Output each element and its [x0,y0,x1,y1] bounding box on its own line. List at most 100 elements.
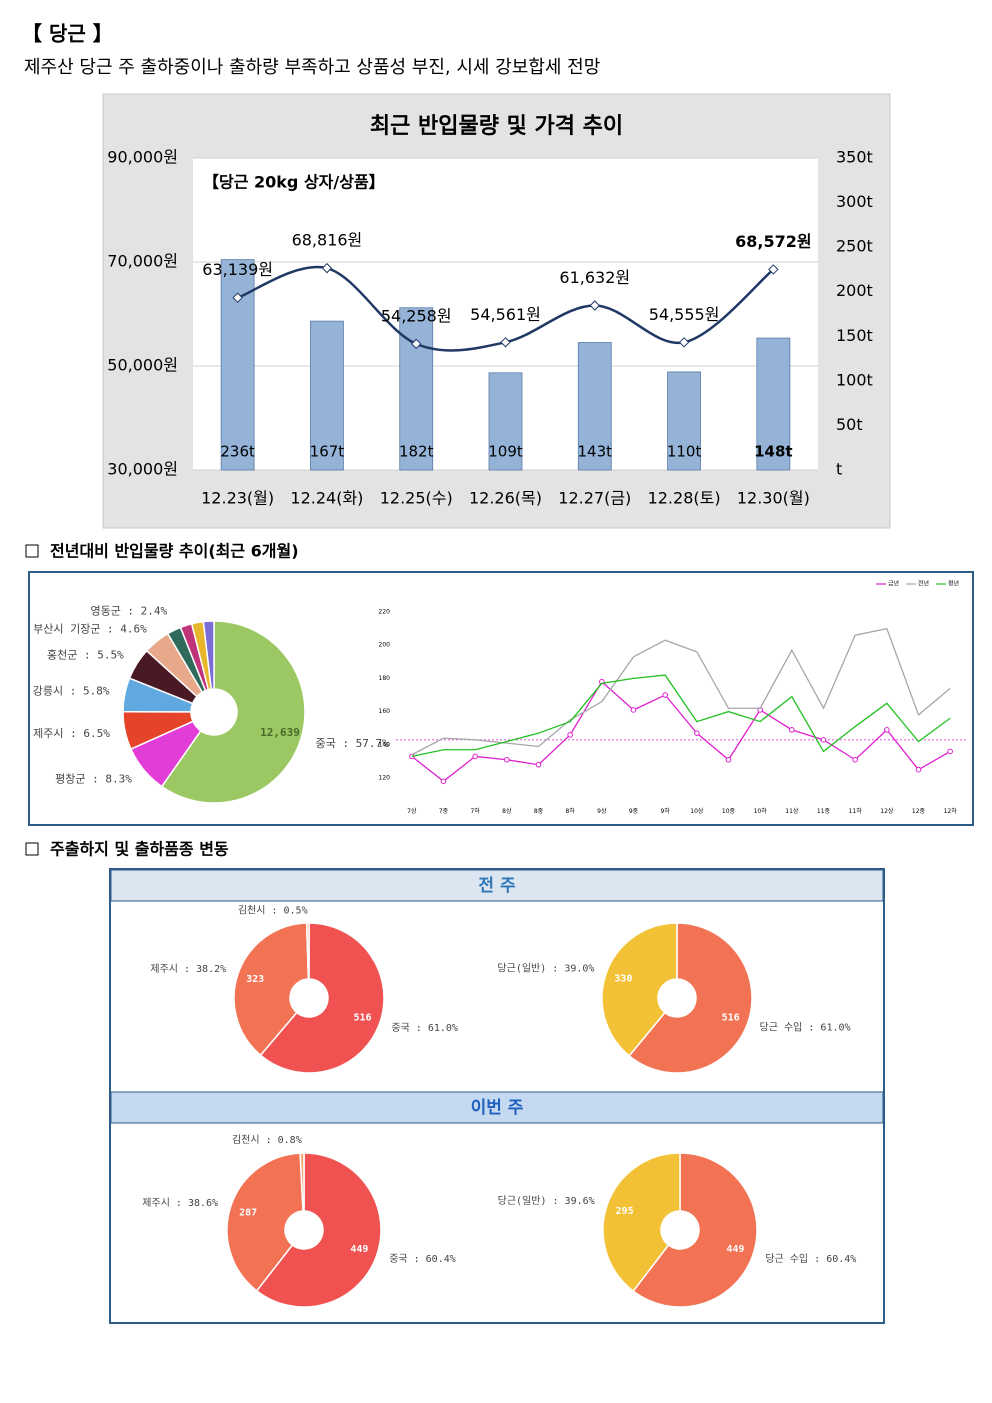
series-line [411,680,951,783]
bar [577,342,612,471]
series-marker [820,737,827,743]
x-tick-label: 8상 [502,807,512,815]
x-tick-label: 11중 [817,808,831,815]
donut-slice [299,1152,305,1212]
slice-inner-label: 516 [722,1012,740,1023]
slice-label: 김천시 : 0.5% [238,904,308,916]
slice-label: 제주시 : 38.2% [150,963,226,975]
bar-value-label: 109t [488,443,523,461]
x-tick-label: 12.24(화) [290,489,363,508]
bar [488,372,523,471]
x-tick-label: 10상 [690,807,704,815]
bar [667,371,701,471]
line-value-label: 54,561원 [470,305,541,324]
slice-label: 당근 수입 : 60.4% [765,1252,856,1265]
slice-inner-label: 12,639 [260,726,300,739]
page-subtitle: 제주산 당근 주 출하중이나 출하량 부족하고 상품성 부진, 시세 강보합세 … [24,57,600,78]
y2-tick-label: 350t [836,148,873,167]
slice-label: 부산시 기장군 : 4.6% [33,622,147,635]
y-tick-label: 200 [379,642,391,649]
slice-inner-label: 516 [353,1013,371,1024]
slice-label: 당근(일반) : 39.0% [497,962,594,974]
line-marker [768,264,779,275]
chart-title: 최근 반입물량 및 가격 추이 [370,114,623,139]
legend-label: 평년 [948,580,959,588]
series-marker [884,727,890,733]
line-value-label: 68,572원 [735,232,811,251]
y-tick-label: 140 [379,741,391,748]
y-tick-label: 30,000원 [107,460,178,479]
bar-value-label: 236t [220,443,255,461]
donut-slice [160,620,306,804]
bar-value-label: 182t [399,443,434,461]
slice-inner-label: 295 [616,1206,634,1217]
y-tick-label: 120 [379,775,391,782]
line-marker [589,300,600,311]
slice-inner-label: 287 [239,1207,257,1218]
line-value-label: 54,555원 [649,305,720,324]
slice-label: 중국 : 61.0% [391,1022,458,1034]
x-tick-label: 12.26(목) [469,489,542,508]
y-tick-label: 180 [379,675,391,682]
slice-label: 제주시 : 6.5% [33,727,110,740]
slice-label: 제주시 : 38.6% [142,1197,218,1209]
slice-label: 평창군 : 8.3% [55,773,132,786]
page-title: 【 당근 】 [22,22,113,46]
series-marker [567,732,573,738]
donut-slice [202,620,215,690]
x-tick-label: 10하 [754,807,768,815]
line-marker [500,337,511,348]
bar [310,320,344,471]
section-box [25,544,39,558]
slice-label: 중국 : 60.4% [389,1253,456,1265]
y-tick-label: 160 [379,708,391,715]
y2-tick-label: 250t [836,237,873,256]
chart-annotation: 【당근 20kg 상자/상품】 [203,173,385,192]
donut-slice [601,922,678,1057]
slice-inner-label: 449 [350,1244,368,1255]
y-tick-label: 50,000원 [107,356,178,375]
bar-value-label: 110t [667,443,702,461]
series-marker [504,756,510,763]
slice-label: 홍천군 : 5.5% [47,648,124,662]
x-tick-label: 11상 [785,807,799,815]
x-tick-label: 7상 [407,807,417,815]
line-value-label: 63,139원 [202,260,273,279]
bar-value-label: 167t [310,443,345,461]
x-tick-label: 12.25(수) [380,489,453,508]
x-tick-label: 9중 [629,808,639,815]
x-tick-label: 8중 [534,808,544,815]
x-tick-label: 12.28(토) [648,489,721,508]
x-tick-label: 12중 [912,808,926,815]
series-line [411,674,951,758]
y-tick-label: 70,000원 [107,252,178,271]
slice-label: 당근 수입 : 61.0% [760,1021,851,1034]
line-marker [678,337,690,348]
line-marker [232,292,243,303]
bar [756,337,791,471]
series-marker [694,730,700,736]
x-tick-label: 12.27(금) [558,489,631,508]
line-marker [411,338,422,350]
slice-label: 당근(일반) : 39.6% [498,1195,595,1207]
y2-tick-label: 200t [836,281,873,300]
y-tick-label: 90,000원 [107,148,178,167]
y2-tick-label: 300t [836,192,873,211]
bar [399,307,434,471]
x-tick-label: 12상 [880,807,894,815]
x-tick-label: 12.23(월) [201,489,274,508]
y2-tick-label: 100t [836,370,873,389]
bar-value-label: 143t [578,443,613,461]
y2-tick-label: 50t [836,415,863,434]
series-marker [630,707,637,713]
series-marker [472,753,478,760]
line-value-label: 54,258원 [381,306,452,325]
slice-inner-label: 330 [614,974,632,985]
y-tick-label: 220 [379,609,391,616]
bar-value-label: 148t [754,443,792,461]
panel-header-band [110,1091,884,1124]
slice-inner-label: 449 [726,1244,744,1255]
x-tick-label: 7중 [439,808,449,815]
